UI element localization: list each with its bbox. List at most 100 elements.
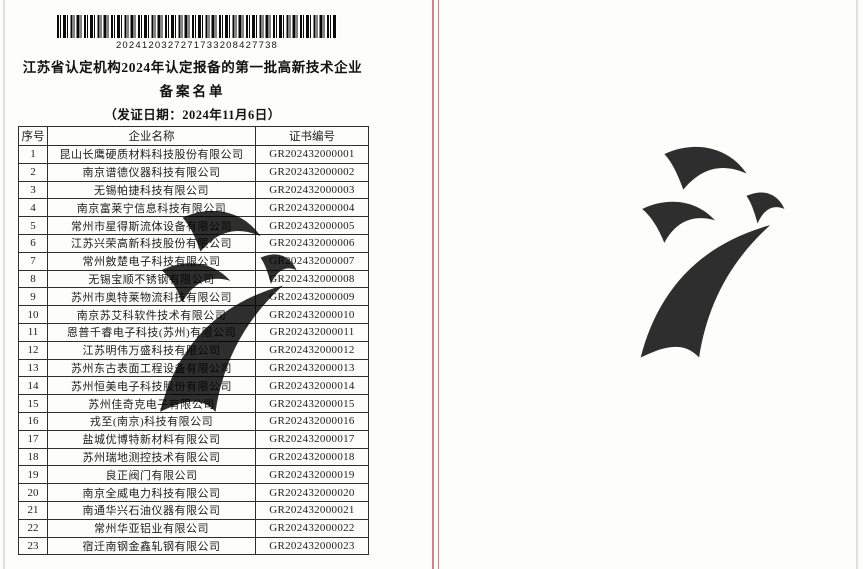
table-row: 4 南京富莱宁信息科技有限公司 GR202432000004 (18, 198, 369, 218)
table-row: 3 无锡帕捷科技有限公司 GR202432000003 (18, 180, 369, 200)
row-index-cell: 12 (18, 340, 48, 360)
table-row: 16 戎至(南京)科技有限公司 GR202432000016 (18, 411, 369, 431)
row-index-cell: 3 (18, 180, 48, 200)
cert-number-cell: GR202432000009 (255, 287, 369, 307)
company-name-cell: 恩普千睿电子科技(苏州)有限公司 (47, 322, 256, 342)
company-name-cell: 常州市星得斯流体设备有限公司 (47, 216, 256, 235)
cert-number-cell: GR202432000003 (255, 180, 369, 200)
page-left: 2024120327271733208427738 江苏省认定机构2024年认定… (18, 15, 369, 556)
row-index-cell: 19 (18, 465, 48, 485)
header-company-name: 企业名称 (47, 126, 256, 146)
table-row: 13 苏州东古表面工程设备有限公司 GR202432000013 (18, 358, 369, 378)
cert-number-cell: GR202432000013 (255, 358, 369, 378)
company-name-cell: 无锡帕捷科技有限公司 (47, 180, 256, 200)
table-row: 7 常州敫楚电子科技有限公司 GR202432000007 (18, 251, 369, 271)
cert-number-cell: GR202432000014 (255, 376, 369, 396)
header-cert-number: 证书编号 (255, 126, 369, 146)
table-row: 8 无锡宝顺不锈钢有限公司 GR202432000008 (18, 269, 369, 289)
cert-number-cell: GR202432000004 (255, 198, 369, 218)
table-row: 23 宿迁南钢金鑫轧钢有限公司 GR202432000023 (18, 536, 369, 556)
row-index-cell: 7 (18, 251, 48, 271)
table-row: 17 盐城优博特新材料有限公司 GR202432000017 (18, 429, 369, 449)
company-name-cell: 良正阀门有限公司 (47, 465, 256, 485)
row-index-cell: 15 (18, 394, 48, 413)
cert-number-cell: GR202432000001 (255, 145, 369, 164)
cert-number-cell: GR202432000010 (255, 305, 369, 324)
cert-number-cell: GR202432000012 (255, 340, 369, 360)
company-name-cell: 南京苏艾科软件技术有限公司 (47, 305, 256, 324)
row-index-cell: 6 (18, 233, 48, 253)
barcode (57, 15, 337, 38)
cert-number-cell: GR202432000023 (255, 536, 369, 556)
company-name-cell: 苏州东古表面工程设备有限公司 (47, 358, 256, 378)
table-row: 18 苏州瑞地测控技术有限公司 GR202432000018 (18, 447, 369, 467)
cert-number-cell: GR202432000015 (255, 394, 369, 413)
page-right: 834无锡聚算科技有限公司GR202432000834835昆山美淼新材料科技有… (432, 0, 863, 569)
cert-number-cell: GR202432000006 (255, 233, 369, 253)
cert-number-cell: GR202432000011 (255, 322, 369, 342)
table-row: 1 昆山长鹰硬质材料科技股份有限公司 GR202432000001 (18, 145, 369, 164)
document-title-line1: 江苏省认定机构2024年认定报备的第一批高新技术企业 (22, 60, 363, 75)
row-index-cell: 21 (18, 500, 48, 520)
row-index-cell: 2 (18, 162, 48, 182)
row-index-cell: 22 (18, 518, 48, 538)
company-name-cell: 盐城优博特新材料有限公司 (47, 429, 256, 449)
header-index: 序号 (18, 126, 48, 146)
company-name-cell: 常州华亚铝业有限公司 (47, 518, 256, 538)
cert-number-cell: GR202432000019 (255, 465, 369, 485)
company-name-cell: 江苏兴荣高新科技股份有限公司 (47, 233, 256, 253)
row-index-cell: 9 (18, 287, 48, 307)
row-index-cell: 14 (18, 376, 48, 396)
table-row: 14 苏州恒美电子科技股份有限公司 GR202432000014 (18, 376, 369, 396)
company-name-cell: 南通华兴石油仪器有限公司 (47, 500, 256, 520)
company-name-cell: 江苏明伟万盛科技有限公司 (47, 340, 256, 360)
table-row: 22 常州华亚铝业有限公司 GR202432000022 (18, 518, 369, 538)
row-index-cell: 4 (18, 198, 48, 218)
cert-number-cell: GR202432000017 (255, 429, 369, 449)
company-name-cell: 苏州市奥特莱物流科技有限公司 (47, 287, 256, 307)
cert-number-cell: GR202432000016 (255, 411, 369, 431)
left-company-table: 序号 企业名称 证书编号 1 昆山长鹰硬质材料科技股份有限公司 GR20243200… (18, 126, 369, 556)
company-name-cell: 苏州瑞地测控技术有限公司 (47, 447, 256, 467)
row-index-cell: 17 (18, 429, 48, 449)
company-name-cell: 南京全威电力科技有限公司 (47, 483, 256, 502)
row-index-cell: 23 (18, 536, 48, 556)
row-index-cell: 18 (18, 447, 48, 467)
table-header-row: 序号 企业名称 证书编号 (18, 126, 369, 146)
divider-line (437, 0, 439, 569)
cert-number-cell: GR202432000008 (255, 269, 369, 289)
company-name-cell: 常州敫楚电子科技有限公司 (47, 251, 256, 271)
table-row: 10 南京苏艾科软件技术有限公司 GR202432000010 (18, 305, 369, 324)
row-index-cell: 8 (18, 269, 48, 289)
cert-number-cell: GR202432000021 (255, 500, 369, 520)
table-row: 19 良正阀门有限公司 GR202432000019 (18, 465, 369, 485)
cert-number-cell: GR202432000022 (255, 518, 369, 538)
table-row: 5 常州市星得斯流体设备有限公司 GR202432000005 (18, 216, 369, 235)
cert-number-cell: GR202432000018 (255, 447, 369, 467)
row-index-cell: 5 (18, 216, 48, 235)
table-row: 6 江苏兴荣高新科技股份有限公司 GR202432000006 (18, 233, 369, 253)
company-name-cell: 宿迁南钢金鑫轧钢有限公司 (47, 536, 256, 556)
table-row: 12 江苏明伟万盛科技有限公司 GR202432000012 (18, 340, 369, 360)
issue-date-line: （发证日期：2024年11月6日） (104, 108, 281, 122)
cert-number-cell: GR202432000007 (255, 251, 369, 271)
divider-line (432, 0, 434, 569)
page-divider (431, 0, 441, 569)
table-row: 9 苏州市奥特莱物流科技有限公司 GR202432000009 (18, 287, 369, 307)
company-name-cell: 戎至(南京)科技有限公司 (47, 411, 256, 431)
table-row: 20 南京全威电力科技有限公司 GR202432000020 (18, 483, 369, 502)
document-title-line2: 备案名单 (159, 84, 226, 99)
company-name-cell: 南京富莱宁信息科技有限公司 (47, 198, 256, 218)
company-name-cell: 苏州佳奇克电子有限公司 (47, 394, 256, 413)
cert-number-cell: GR202432000005 (255, 216, 369, 235)
table-row: 15 苏州佳奇克电子有限公司 GR202432000015 (18, 394, 369, 413)
table-row: 2 南京谱德仪器科技有限公司 GR202432000002 (18, 162, 369, 182)
table-row: 11 恩普千睿电子科技(苏州)有限公司 GR202432000011 (18, 322, 369, 342)
company-name-cell: 南京谱德仪器科技有限公司 (47, 162, 256, 182)
cert-number-cell: GR202432000002 (255, 162, 369, 182)
page-edge-left (3, 0, 5, 569)
company-name-cell: 苏州恒美电子科技股份有限公司 (47, 376, 256, 396)
cert-number-cell: GR202432000020 (255, 483, 369, 502)
row-index-cell: 20 (18, 483, 48, 502)
